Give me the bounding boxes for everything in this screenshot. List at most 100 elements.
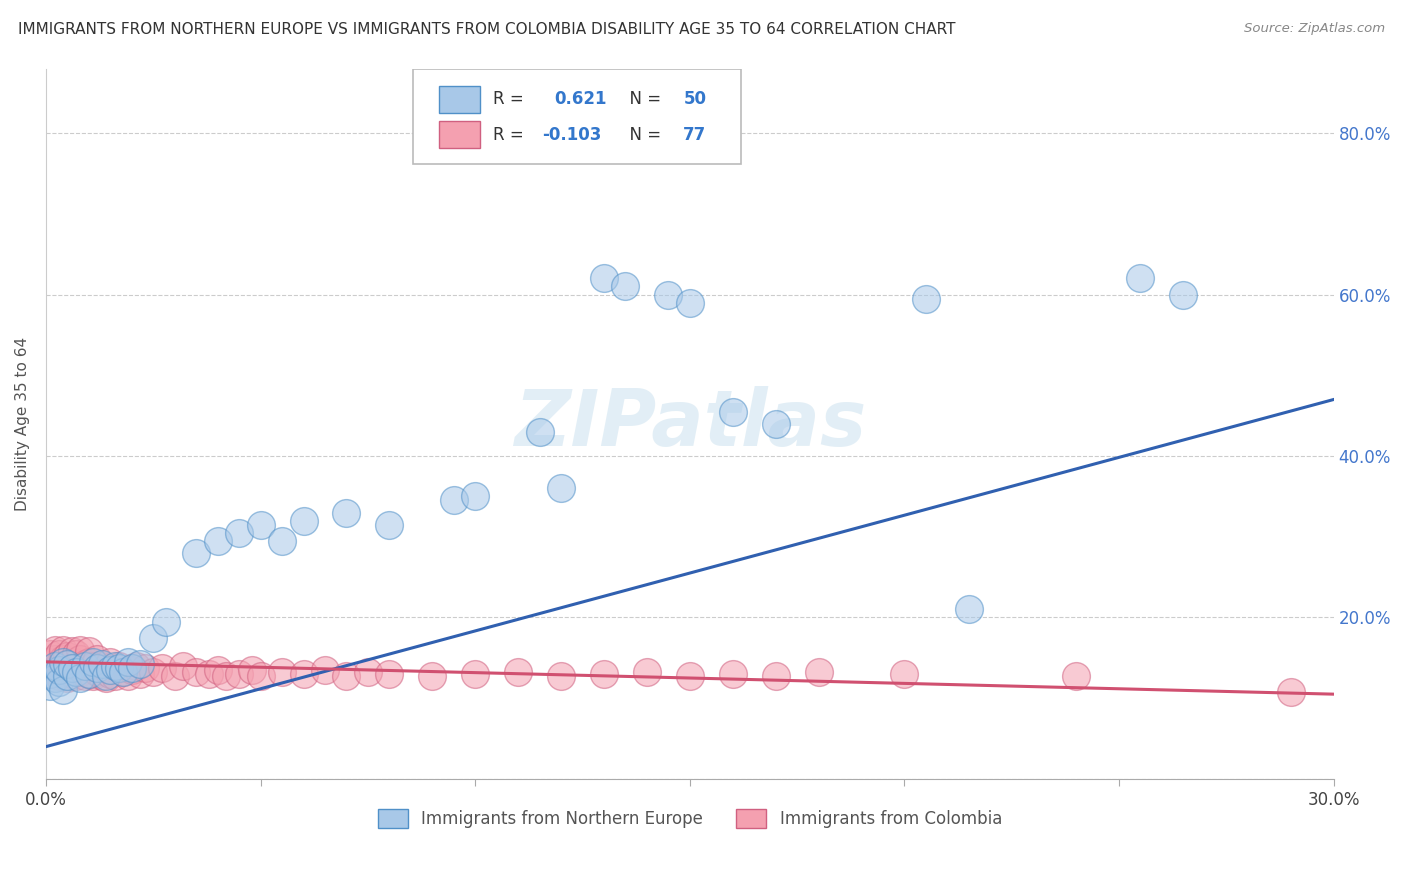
Point — [271, 533, 294, 548]
Point — [215, 668, 238, 682]
Point — [121, 660, 143, 674]
Point — [52, 642, 75, 657]
Point — [508, 665, 530, 680]
Text: 77: 77 — [683, 126, 707, 144]
Point — [1129, 271, 1152, 285]
Point — [65, 659, 87, 673]
Point — [134, 660, 156, 674]
Point — [104, 659, 127, 673]
Text: ZIPatlas: ZIPatlas — [513, 385, 866, 462]
Point — [73, 668, 96, 682]
Point — [65, 668, 87, 682]
Point — [94, 671, 117, 685]
Point — [39, 667, 62, 681]
Point — [60, 655, 83, 669]
Point — [73, 657, 96, 672]
Point — [807, 665, 830, 680]
Point — [186, 665, 208, 680]
Point — [82, 655, 104, 669]
Point — [65, 665, 87, 680]
Point — [112, 665, 135, 680]
Point — [893, 667, 915, 681]
Point — [1064, 668, 1087, 682]
Point — [142, 665, 165, 680]
Point — [529, 425, 551, 439]
Text: IMMIGRANTS FROM NORTHERN EUROPE VS IMMIGRANTS FROM COLOMBIA DISABILITY AGE 35 TO: IMMIGRANTS FROM NORTHERN EUROPE VS IMMIG… — [18, 22, 956, 37]
Point — [44, 663, 66, 677]
Point — [142, 631, 165, 645]
Point — [98, 667, 121, 681]
Point — [679, 668, 702, 682]
FancyBboxPatch shape — [439, 121, 479, 148]
Point — [86, 665, 108, 680]
Point — [69, 652, 91, 666]
Point — [90, 657, 112, 672]
Point — [129, 657, 152, 672]
Text: R =: R = — [492, 126, 529, 144]
Point — [48, 657, 70, 672]
Point — [335, 668, 357, 682]
Point — [56, 649, 79, 664]
Point — [56, 660, 79, 674]
Point — [39, 667, 62, 681]
Point — [48, 647, 70, 661]
Point — [65, 647, 87, 661]
Point — [52, 665, 75, 680]
Point — [52, 655, 75, 669]
Point — [90, 659, 112, 673]
Point — [657, 287, 679, 301]
Point — [129, 667, 152, 681]
Point — [420, 668, 443, 682]
Point — [765, 417, 787, 431]
Point — [69, 671, 91, 685]
Text: N =: N = — [619, 126, 666, 144]
Point — [44, 642, 66, 657]
Point — [94, 660, 117, 674]
Point — [150, 660, 173, 674]
Point — [207, 533, 229, 548]
Point — [60, 660, 83, 674]
Point — [44, 671, 66, 685]
Point — [90, 668, 112, 682]
Point — [48, 675, 70, 690]
Point — [121, 663, 143, 677]
Point — [77, 644, 100, 658]
Point — [56, 671, 79, 685]
Legend: Immigrants from Northern Europe, Immigrants from Colombia: Immigrants from Northern Europe, Immigra… — [371, 802, 1008, 835]
Point — [60, 644, 83, 658]
Point — [108, 659, 131, 673]
Point — [228, 525, 250, 540]
Point — [98, 655, 121, 669]
Point — [155, 615, 177, 629]
Point — [271, 665, 294, 680]
Point — [172, 659, 194, 673]
Point — [1173, 287, 1195, 301]
Point — [44, 652, 66, 666]
Point — [117, 655, 139, 669]
Point — [86, 660, 108, 674]
Point — [443, 493, 465, 508]
Point — [39, 679, 62, 693]
Point — [77, 655, 100, 669]
Point — [69, 665, 91, 680]
Point — [77, 667, 100, 681]
Text: 50: 50 — [683, 90, 706, 108]
Point — [957, 602, 980, 616]
Point — [198, 667, 221, 681]
Point — [104, 668, 127, 682]
Point — [249, 517, 271, 532]
Point — [77, 667, 100, 681]
Point — [60, 667, 83, 681]
FancyBboxPatch shape — [439, 86, 479, 112]
Text: Source: ZipAtlas.com: Source: ZipAtlas.com — [1244, 22, 1385, 36]
Point — [593, 667, 616, 681]
Point — [240, 663, 263, 677]
Point — [464, 667, 486, 681]
Point — [464, 489, 486, 503]
Point — [292, 667, 315, 681]
Point — [163, 668, 186, 682]
Text: R =: R = — [492, 90, 529, 108]
Point — [1279, 684, 1302, 698]
Point — [335, 506, 357, 520]
Point — [52, 683, 75, 698]
